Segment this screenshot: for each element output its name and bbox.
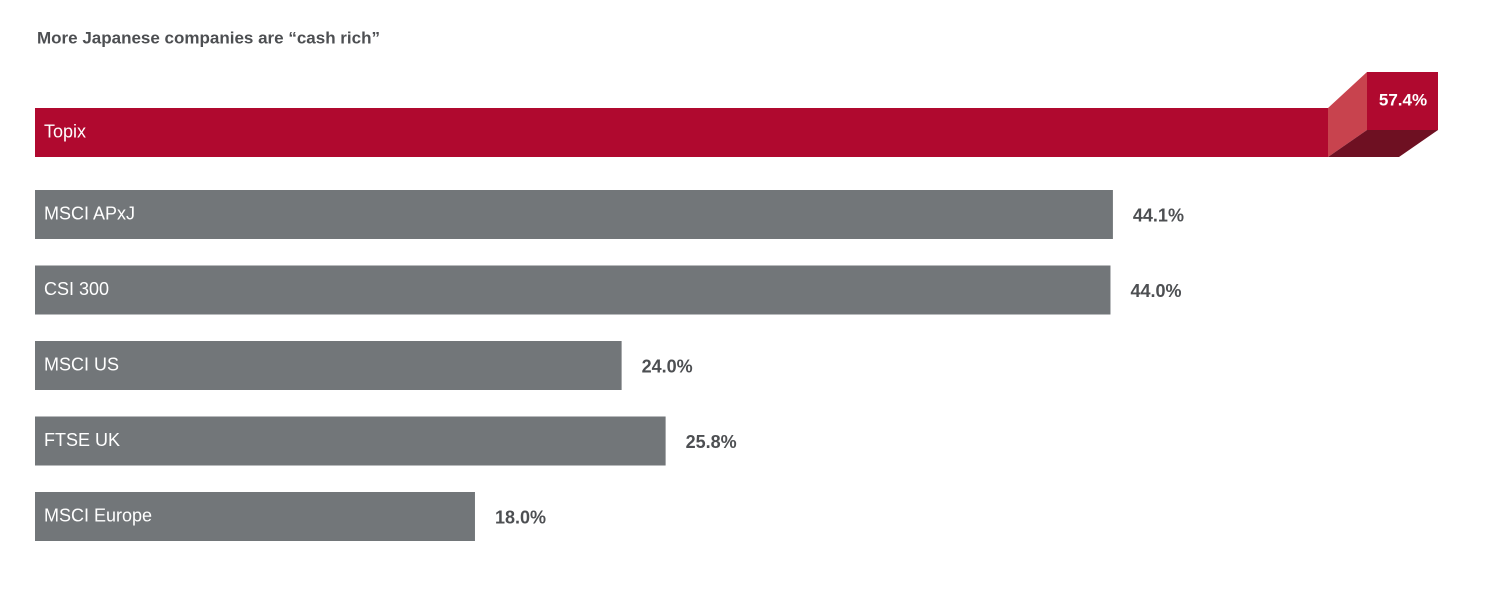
category-label: MSCI US [44, 354, 119, 374]
value-label: 25.8% [686, 432, 737, 452]
value-label: 57.4% [1379, 90, 1427, 109]
bar [35, 416, 666, 466]
value-label: 44.1% [1133, 205, 1184, 225]
chart-title: More Japanese companies are “cash rich” [37, 28, 380, 47]
category-label: CSI 300 [44, 279, 109, 299]
category-label: Topix [44, 121, 86, 141]
bar [35, 492, 475, 541]
category-label: FTSE UK [44, 430, 120, 450]
bar [35, 341, 622, 390]
category-label: MSCI APxJ [44, 203, 135, 223]
bar [35, 190, 1113, 239]
bar [35, 108, 1328, 157]
value-label: 24.0% [642, 356, 693, 376]
bar-fold-shadow [1328, 130, 1438, 157]
value-label: 18.0% [495, 507, 546, 527]
bar-tab [1367, 72, 1438, 130]
category-label: MSCI Europe [44, 505, 152, 525]
value-label: 44.0% [1130, 281, 1181, 301]
bar [35, 265, 1111, 315]
bar-fold [1328, 72, 1367, 157]
